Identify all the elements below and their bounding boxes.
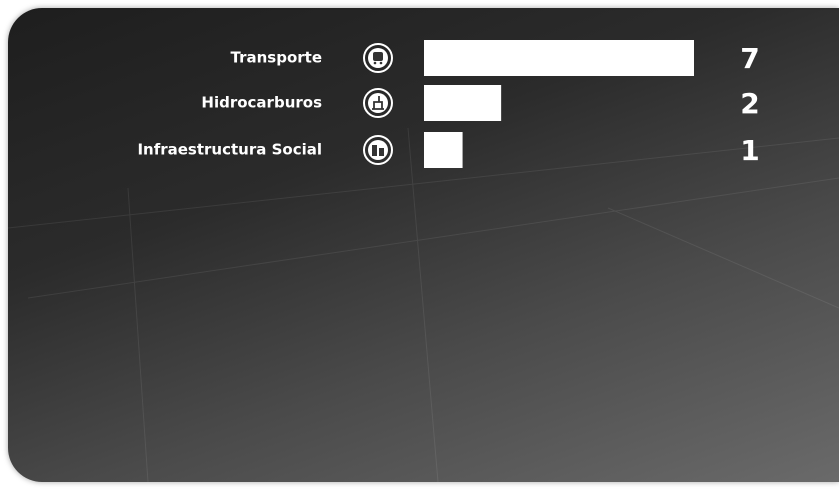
bar [424,40,694,76]
category-label: Infraestructura Social [137,141,322,159]
category-label: Transporte [231,49,323,67]
category-label: Hidrocarburos [201,94,322,112]
bar [424,132,463,168]
value-label: 2 [740,87,759,120]
sketch-lines [8,127,839,482]
bar [424,85,502,121]
icon-hydrocarbons [363,88,393,118]
chart: Transporte 7 Hidrocarburos 2 Infraestructura… [8,40,839,482]
icon-social-infrastructure [363,135,393,165]
icon-transport [363,43,393,73]
background-drawing [8,127,839,482]
value-label: 1 [740,134,759,167]
card: Transporte 7 Hidrocarburos 2 Infraestructura… [8,8,839,482]
value-label: 7 [740,42,759,75]
